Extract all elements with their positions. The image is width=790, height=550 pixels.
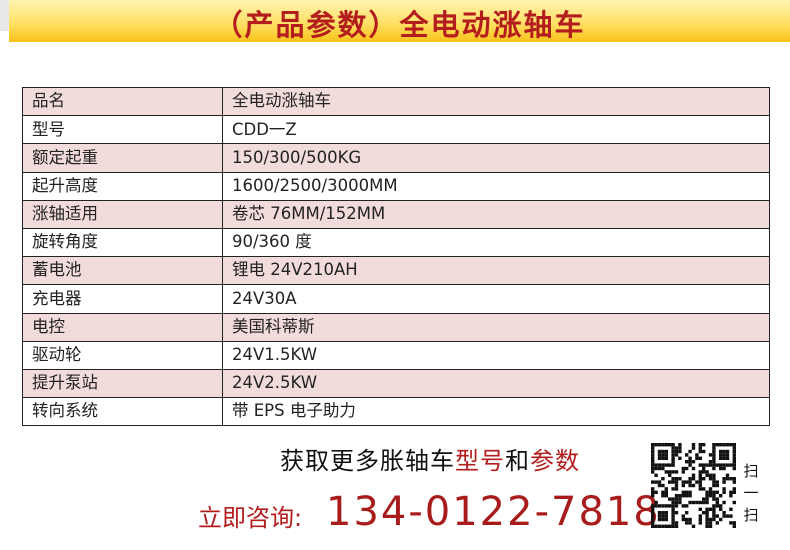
spec-label: 额定起重: [22, 143, 223, 173]
spec-label: 蓄电池: [22, 256, 223, 286]
spec-row: 驱动轮 24V1.5KW: [22, 340, 770, 370]
spec-label: 提升泵站: [22, 368, 223, 399]
phone-number[interactable]: 134-0122-7818: [326, 489, 661, 535]
spec-label: 涨轴适用: [22, 199, 223, 229]
spec-value: 150/300/500KG: [222, 143, 770, 173]
spec-label: 驱动轮: [22, 340, 223, 370]
spec-label: 型号: [22, 115, 223, 145]
scan-hint: 扫一扫: [742, 460, 760, 526]
spec-row: 旋转角度 90/360 度: [22, 227, 770, 258]
promo-highlight-params: 参数: [530, 447, 580, 475]
spec-row: 电控 美国科蒂斯: [22, 312, 770, 342]
spec-row: 额定起重 150/300/500KG: [22, 143, 770, 173]
spec-label: 品名: [22, 86, 223, 117]
spec-value: 美国科蒂斯: [222, 312, 770, 342]
spec-value: 卷芯 76MM/152MM: [222, 199, 770, 229]
spec-row: 充电器 24V30A: [22, 284, 770, 314]
qr-code[interactable]: [651, 443, 736, 528]
promo-text: 获取更多胀轴车型号和参数: [280, 441, 580, 476]
spec-row: 型号 CDD一Z: [22, 115, 770, 145]
page-title: （产品参数）全电动涨轴车: [213, 8, 586, 42]
spec-value: 24V1.5KW: [222, 340, 770, 370]
spec-label: 旋转角度: [22, 227, 223, 258]
promo-part: 获取更多胀轴车: [280, 447, 455, 475]
spec-value: 24V2.5KW: [222, 368, 770, 399]
spec-label: 充电器: [22, 284, 223, 314]
promo-highlight-model: 型号: [455, 447, 505, 475]
spec-row: 起升高度 1600/2500/3000MM: [22, 171, 770, 201]
spec-value: 90/360 度: [222, 227, 770, 258]
scan-char: 扫: [743, 462, 759, 480]
spec-value: CDD一Z: [222, 115, 770, 145]
spec-value: 1600/2500/3000MM: [222, 171, 770, 201]
spec-row: 转向系统带 EPS 电子助力: [22, 397, 770, 427]
spec-value: 24V30A: [222, 284, 770, 314]
spec-label: 转向系统: [22, 397, 223, 427]
spec-row: 提升泵站 24V2.5KW: [22, 368, 770, 399]
spec-row: 蓄电池 锂电 24V210AH: [22, 256, 770, 286]
promo-part: 和: [505, 447, 530, 475]
spec-label: 电控: [22, 312, 223, 342]
left-edge-strip: [0, 0, 9, 31]
spec-value: 带 EPS 电子助力: [222, 397, 770, 427]
title-banner: （产品参数）全电动涨轴车: [9, 0, 790, 42]
spec-label: 起升高度: [22, 171, 223, 201]
spec-table: 品名 全电动涨轴车 型号 CDD一Z 额定起重 150/300/500KG 起升高度 1600…: [22, 86, 770, 427]
scan-char: 扫: [743, 506, 759, 524]
scan-char: 一: [743, 484, 759, 502]
consult-label: 立即咨询:: [198, 504, 303, 532]
spec-row: 品名 全电动涨轴车: [22, 86, 770, 117]
spec-row: 涨轴适用 卷芯 76MM/152MM: [22, 199, 770, 229]
spec-value: 全电动涨轴车: [222, 86, 770, 117]
spec-value: 锂电 24V210AH: [222, 256, 770, 286]
